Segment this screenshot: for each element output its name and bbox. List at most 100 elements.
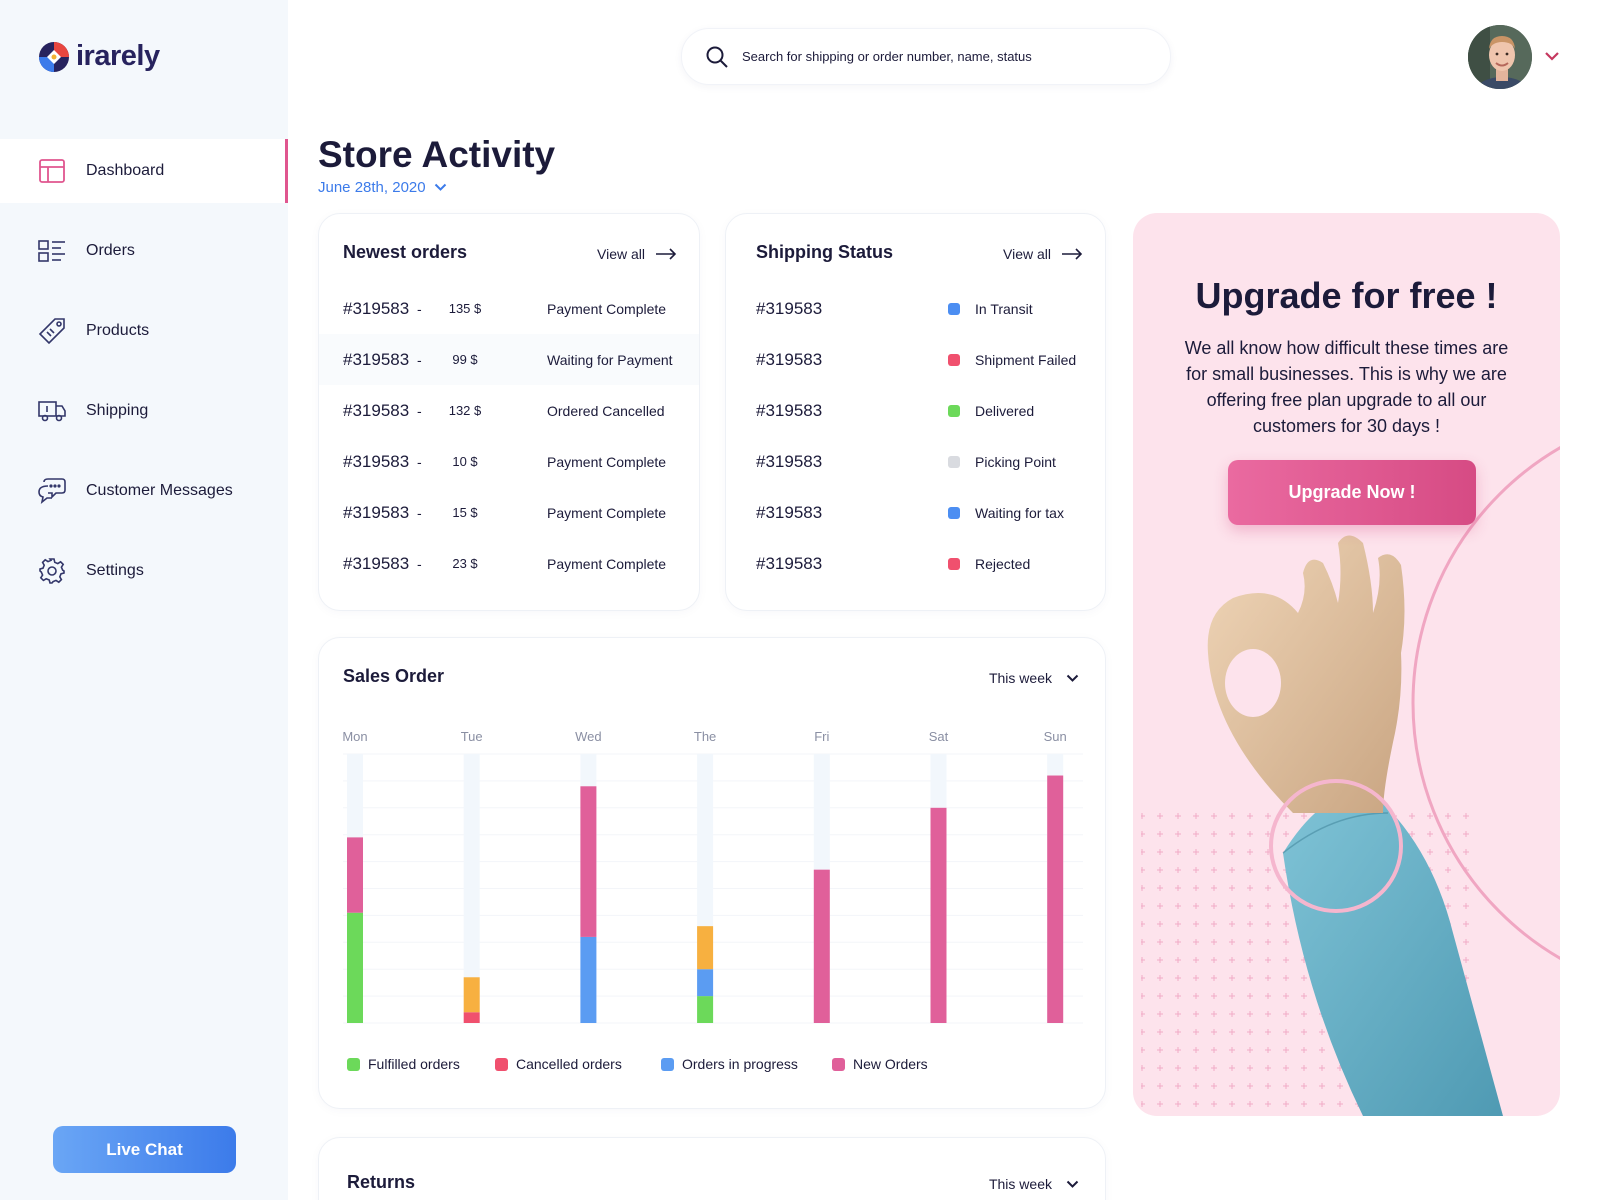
chevron-down-icon[interactable]	[1544, 50, 1560, 62]
table-row[interactable]: #319583 Shipment Failed	[726, 334, 1105, 385]
bar-segment[interactable]	[463, 1012, 480, 1023]
chevron-down-icon	[1066, 1180, 1079, 1188]
bar-segment[interactable]	[347, 837, 363, 913]
x-tick-label: Fri	[814, 729, 830, 744]
newest-orders-title: Newest orders	[343, 242, 468, 262]
status-dot	[948, 353, 960, 366]
tag-icon	[38, 317, 66, 345]
legend-swatch	[661, 1057, 674, 1071]
avatar[interactable]	[1468, 25, 1532, 89]
bar-segment[interactable]	[1047, 775, 1064, 1023]
x-tick-label: Mon	[342, 729, 368, 744]
legend-label: Orders in progress	[682, 1056, 798, 1072]
sidebar-item-dashboard[interactable]: Dashboard	[0, 139, 288, 203]
legend-item: Fulfilled orders	[347, 1056, 460, 1072]
table-row[interactable]: #319583 Delivered	[726, 385, 1105, 436]
separator: -	[417, 504, 422, 521]
order-id: #319583	[343, 349, 410, 369]
sidebar-item-orders[interactable]: Orders	[0, 219, 288, 283]
table-row[interactable]: #319583 Rejected	[726, 538, 1105, 589]
separator: -	[417, 453, 422, 470]
shipment-status: In Transit	[975, 300, 1033, 317]
table-row[interactable]: #319583 - 135 $ Payment Complete	[319, 283, 699, 334]
sidebar-item-label: Settings	[86, 562, 144, 579]
shipment-id: #319583	[756, 298, 823, 318]
sidebar-item-settings[interactable]: Settings	[0, 539, 288, 603]
chevron-down-icon	[1066, 674, 1079, 682]
upgrade-now-button[interactable]: Upgrade Now !	[1228, 460, 1476, 525]
sales-order-card: Sales Order This week Mon Tue Wed The Fri Sat…	[318, 637, 1106, 1109]
table-row[interactable]: #319583 Picking Point	[726, 436, 1105, 487]
arrow-right-icon	[1062, 248, 1083, 260]
separator: -	[417, 351, 422, 368]
shipment-status: Delivered	[975, 402, 1035, 419]
view-all-orders-link[interactable]: View all	[597, 246, 677, 262]
shipment-status: Rejected	[975, 555, 1031, 572]
dashboard-icon	[38, 157, 66, 185]
ok-hand-illustration	[1141, 446, 1560, 1116]
chat-bubble-icon	[38, 477, 66, 505]
table-row[interactable]: #319583 - 132 $ Ordered Cancelled	[319, 385, 699, 436]
order-id: #319583	[343, 298, 410, 318]
bar-segment[interactable]	[347, 912, 363, 1023]
user-avatar-icon	[1468, 25, 1532, 89]
bar-track	[930, 754, 947, 1023]
bar-segment[interactable]	[580, 936, 597, 1023]
page-title: Store Activity	[318, 134, 556, 175]
arrow-right-icon	[656, 248, 677, 260]
order-id: #319583	[343, 553, 410, 573]
table-row[interactable]: #319583 In Transit	[726, 283, 1105, 334]
sidebar-item-products[interactable]: Products	[0, 299, 288, 363]
sales-period-dropdown[interactable]: This week	[989, 670, 1079, 686]
order-amount: 132 $	[448, 403, 482, 418]
order-amount: 10 $	[452, 454, 478, 469]
brand-logo[interactable]: irarely	[38, 40, 160, 73]
sidebar-item-label: Shipping	[86, 402, 149, 419]
order-status: Payment Complete	[547, 453, 667, 470]
bar-track	[580, 754, 597, 1023]
bar-segment[interactable]	[697, 969, 714, 997]
sidebar-item-shipping[interactable]: Shipping	[0, 379, 288, 443]
shipment-status: Picking Point	[975, 453, 1056, 470]
bar-segment[interactable]	[463, 977, 480, 1013]
legend-swatch	[347, 1057, 360, 1071]
legend-label: Fulfilled orders	[368, 1056, 460, 1072]
bar-segment[interactable]	[580, 786, 597, 937]
status-dot	[948, 557, 960, 570]
legend-swatch	[832, 1057, 845, 1071]
returns-card: Returns This week	[318, 1137, 1106, 1200]
order-amount: 23 $	[452, 556, 478, 571]
bar-track	[813, 754, 830, 1023]
shipment-status: Shipment Failed	[975, 351, 1077, 368]
bar-segment[interactable]	[813, 869, 830, 1023]
bar-segment[interactable]	[697, 926, 714, 970]
promo-title: Upgrade for free !	[1195, 275, 1498, 316]
view-all-shipping-link[interactable]: View all	[1003, 246, 1083, 262]
x-tick-label: Sat	[928, 729, 949, 744]
table-row[interactable]: #319583 Waiting for tax	[726, 487, 1105, 538]
bar-segment[interactable]	[930, 807, 947, 1023]
search-input[interactable]	[742, 49, 1142, 64]
sales-order-title: Sales Order	[343, 666, 445, 686]
returns-period-label: This week	[988, 1176, 1052, 1192]
sidebar-item-customer-messages[interactable]: Customer Messages	[0, 459, 288, 523]
search-bar[interactable]	[681, 28, 1171, 85]
newest-orders-card: Newest orders View all #319583 - 135 $ P…	[318, 213, 700, 611]
order-id: #319583	[343, 502, 410, 522]
live-chat-button[interactable]: Live Chat	[53, 1126, 236, 1173]
order-id: #319583	[343, 451, 410, 471]
legend-swatch	[495, 1057, 508, 1071]
returns-period-dropdown[interactable]: This week	[989, 1176, 1079, 1192]
table-row[interactable]: #319583 - 99 $ Waiting for Payment	[319, 334, 699, 385]
table-row[interactable]: #319583 - 10 $ Payment Complete	[319, 436, 699, 487]
bar-segment[interactable]	[697, 996, 714, 1023]
bar-track	[697, 754, 714, 1023]
gear-icon	[38, 557, 66, 585]
table-row[interactable]: #319583 - 15 $ Payment Complete	[319, 487, 699, 538]
order-status: Payment Complete	[547, 504, 667, 521]
date-picker[interactable]: June 28th, 2020	[318, 179, 447, 196]
table-row[interactable]: #319583 - 23 $ Payment Complete	[319, 538, 699, 589]
sidebar: irarely Dashboard Orders Products Shippi…	[0, 0, 288, 1200]
order-amount: 135 $	[448, 301, 482, 316]
separator: -	[417, 402, 422, 419]
